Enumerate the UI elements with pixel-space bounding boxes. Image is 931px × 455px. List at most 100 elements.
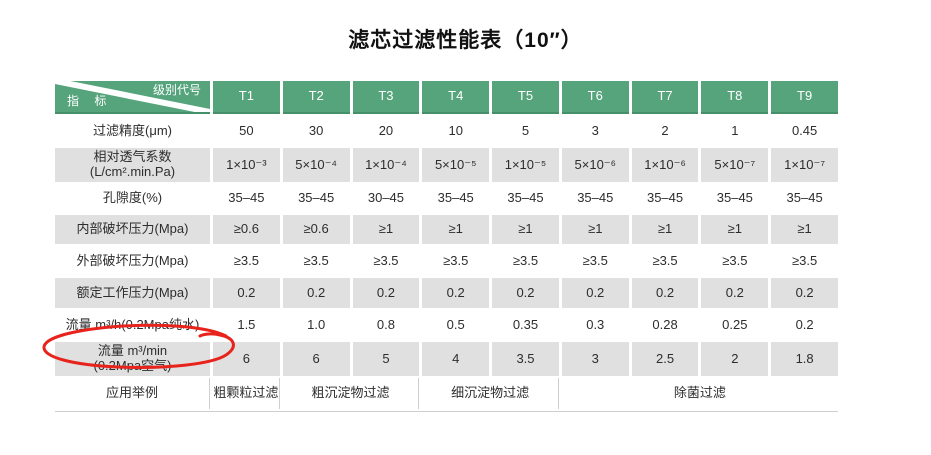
- row-label-application-examples: 应用举例: [55, 378, 210, 409]
- data-cell: 3: [561, 342, 629, 376]
- data-cell: 1×10⁻⁷: [771, 148, 838, 182]
- data-cell: 0.2: [422, 278, 490, 308]
- data-cell: 3.5: [492, 342, 559, 376]
- row-label-internal-burst-pressure: 内部破坏压力(Mpa): [55, 215, 210, 244]
- data-cell: 5×10⁻⁶: [561, 148, 629, 182]
- row-label-line2: (L/cm².min.Pa): [89, 164, 176, 179]
- data-cell: 1.0: [282, 310, 350, 340]
- data-cell: ≥1: [701, 215, 769, 244]
- row-label-line1: 过滤精度(μm): [93, 122, 172, 138]
- row-label-line2: (0.2Mpa空气): [93, 358, 172, 373]
- data-cell: 0.2: [352, 278, 420, 308]
- data-cell: 10: [422, 116, 490, 146]
- data-cell: ≥3.5: [282, 246, 350, 276]
- data-cell: ≥3.5: [561, 246, 629, 276]
- data-cell: 0.35: [492, 310, 559, 340]
- data-cell: 5×10⁻⁴: [282, 148, 350, 182]
- data-cell: 35–45: [701, 184, 769, 213]
- data-cell: 5: [492, 116, 559, 146]
- row-label-porosity: 孔隙度(%): [55, 184, 210, 213]
- data-cell: ≥1: [631, 215, 699, 244]
- application-cell-sterilization: 除菌过滤: [561, 378, 838, 409]
- page-title: 滤芯过滤性能表（10″）: [348, 29, 583, 52]
- row-label-filtration-precision: 过滤精度(μm): [55, 116, 210, 146]
- data-cell: 1×10⁻⁶: [631, 148, 699, 182]
- data-cell: 1×10⁻⁴: [352, 148, 420, 182]
- data-cell: 0.2: [282, 278, 350, 308]
- row-label-flow-rate-water: 流量 m³/h(0.2Mpa纯水): [55, 310, 210, 340]
- diagonal-divider: [55, 81, 210, 112]
- data-cell: 30–45: [352, 184, 420, 213]
- data-cell: 2: [631, 116, 699, 146]
- data-cell: ≥3.5: [492, 246, 559, 276]
- header-corner-cell: 级别代号 指 标: [55, 81, 210, 114]
- col-header-t5: T5: [492, 81, 559, 114]
- data-cell: 0.2: [771, 278, 838, 308]
- data-cell: 1.5: [213, 310, 280, 340]
- data-cell: ≥0.6: [282, 215, 350, 244]
- data-cell: 5: [352, 342, 420, 376]
- row-label-line1: 流量 m³/min: [97, 343, 168, 359]
- application-cell-coarse-particle: 粗颗粒过滤: [213, 378, 280, 409]
- row-label-line1: 孔隙度(%): [102, 190, 163, 206]
- data-cell: ≥3.5: [422, 246, 490, 276]
- col-header-t9: T9: [771, 81, 838, 114]
- corner-label-grade: 级别代号: [152, 83, 201, 97]
- data-cell: 50: [213, 116, 280, 146]
- row-label-rated-working-pressure: 额定工作压力(Mpa): [55, 278, 210, 308]
- data-cell: 0.2: [492, 278, 559, 308]
- filter-performance-table: 级别代号 指 标 T1 T2 T3 T4 T5 T6 T7 T8 T9 过滤精度…: [55, 81, 838, 412]
- data-cell: 3: [561, 116, 629, 146]
- col-header-t6: T6: [561, 81, 629, 114]
- row-label-line1: 内部破坏压力(Mpa): [76, 221, 189, 237]
- data-cell: 0.2: [561, 278, 629, 308]
- data-cell: 1×10⁻³: [213, 148, 280, 182]
- data-cell: ≥3.5: [352, 246, 420, 276]
- row-label-permeability: 相对透气系数 (L/cm².min.Pa): [55, 148, 210, 182]
- data-cell: 6: [282, 342, 350, 376]
- data-cell: 1: [701, 116, 769, 146]
- data-cell: ≥3.5: [771, 246, 838, 276]
- data-cell: 0.28: [631, 310, 699, 340]
- data-cell: 0.2: [213, 278, 280, 308]
- data-cell: ≥1: [561, 215, 629, 244]
- corner-label-index: 指 标: [67, 94, 113, 109]
- data-cell: 5×10⁻⁵: [422, 148, 490, 182]
- data-cell: 30: [282, 116, 350, 146]
- data-cell: 35–45: [422, 184, 490, 213]
- data-cell: 35–45: [561, 184, 629, 213]
- data-cell: ≥3.5: [701, 246, 769, 276]
- data-cell: 5×10⁻⁷: [701, 148, 769, 182]
- data-cell: 20: [352, 116, 420, 146]
- data-cell: 0.25: [701, 310, 769, 340]
- col-header-t3: T3: [352, 81, 420, 114]
- data-cell: 1×10⁻⁵: [492, 148, 559, 182]
- data-cell: 0.8: [352, 310, 420, 340]
- col-header-t2: T2: [282, 81, 350, 114]
- data-cell: 35–45: [492, 184, 559, 213]
- data-cell: ≥1: [352, 215, 420, 244]
- data-cell: ≥0.6: [213, 215, 280, 244]
- data-cell: 35–45: [213, 184, 280, 213]
- data-cell: 2.5: [631, 342, 699, 376]
- data-cell: 0.3: [561, 310, 629, 340]
- data-cell: 2: [701, 342, 769, 376]
- row-label-line1: 外部破坏压力(Mpa): [76, 252, 189, 268]
- table-bottom-rule: [55, 411, 838, 412]
- row-label-flow-rate-air: 流量 m³/min (0.2Mpa空气): [55, 342, 210, 376]
- data-cell: 0.2: [631, 278, 699, 308]
- data-cell: 0.2: [701, 278, 769, 308]
- data-cell: 0.5: [422, 310, 490, 340]
- col-header-t7: T7: [631, 81, 699, 114]
- data-cell: ≥1: [422, 215, 490, 244]
- application-cell-coarse-sediment: 粗沉淀物过滤: [282, 378, 420, 409]
- row-label-line1: 相对透气系数: [93, 149, 172, 165]
- data-cell: ≥1: [492, 215, 559, 244]
- data-cell: 1.8: [771, 342, 838, 376]
- data-cell: ≥1: [771, 215, 838, 244]
- data-cell: 0.45: [771, 116, 838, 146]
- data-cell: 4: [422, 342, 490, 376]
- data-cell: ≥3.5: [631, 246, 699, 276]
- col-header-t8: T8: [701, 81, 769, 114]
- col-header-t1: T1: [213, 81, 280, 114]
